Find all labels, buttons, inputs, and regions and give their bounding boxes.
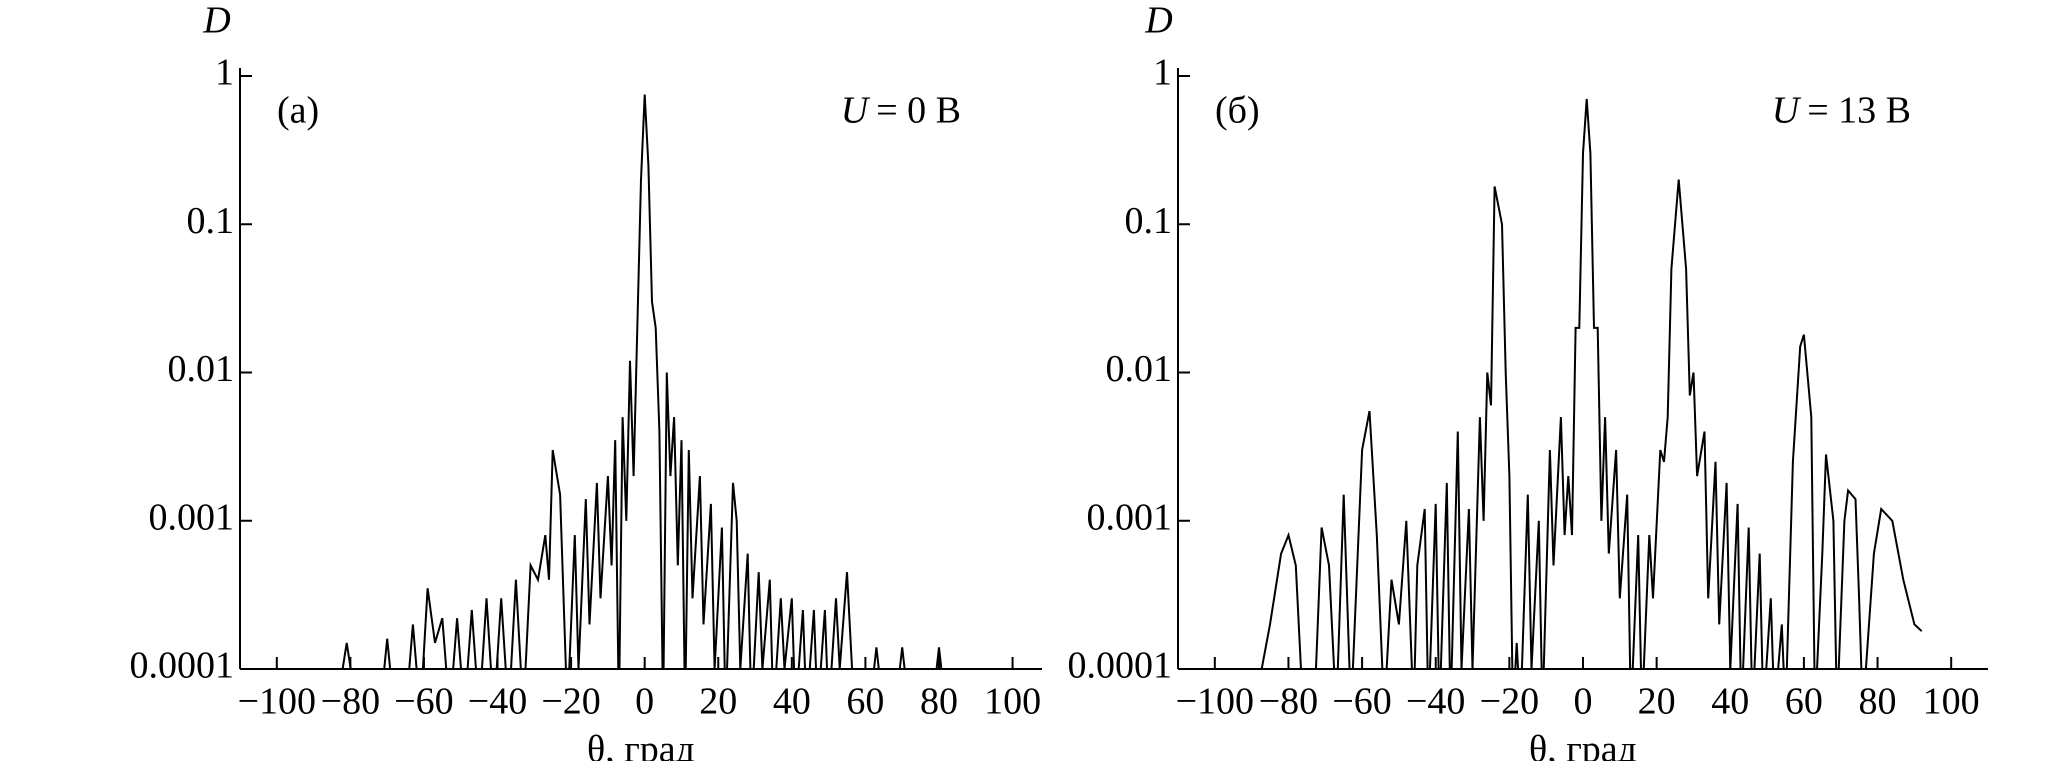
annotation-variable: U — [1772, 90, 1802, 132]
x-tick-label: 0 — [635, 681, 654, 723]
x-tick-label: 40 — [773, 681, 811, 723]
y-tick-label: 1 — [215, 52, 234, 94]
panel-label: (а) — [277, 90, 319, 132]
y-tick-label: 0.1 — [187, 200, 235, 242]
x-tick-label: 20 — [1638, 681, 1676, 723]
y-tick-label: 0.0001 — [130, 645, 235, 687]
y-tick-label: 1 — [1153, 52, 1172, 94]
x-tick-label: 40 — [1711, 681, 1749, 723]
data-line — [1260, 98, 1923, 669]
x-tick-label: 80 — [920, 681, 958, 723]
y-tick-label: 0.1 — [1125, 200, 1173, 242]
x-tick-label: −40 — [468, 681, 527, 723]
x-tick-label: 80 — [1859, 681, 1897, 723]
x-tick-label: 100 — [1923, 681, 1980, 723]
x-tick-label: −100 — [1176, 681, 1254, 723]
y-tick-label: 0.01 — [1106, 348, 1173, 390]
x-axis-title: θ, град — [587, 729, 695, 761]
x-tick-label: −80 — [321, 681, 380, 723]
x-tick-label: −40 — [1406, 681, 1465, 723]
annotation-value: = 0 В — [876, 90, 961, 132]
x-tick-label: −60 — [1332, 681, 1391, 723]
x-tick-label: −80 — [1259, 681, 1318, 723]
x-tick-label: 60 — [846, 681, 884, 723]
x-tick-label: 100 — [984, 681, 1041, 723]
y-tick-label: 0.001 — [1087, 496, 1173, 538]
x-tick-label: 20 — [699, 681, 737, 723]
x-axis-title: θ, град — [1529, 729, 1637, 761]
annotation-value: = 13 В — [1807, 90, 1911, 132]
annotation-variable: U — [841, 90, 871, 132]
y-tick-label: 0.01 — [168, 348, 235, 390]
x-tick-label: 60 — [1785, 681, 1823, 723]
panel-label: (б) — [1215, 90, 1260, 132]
x-tick-label: −100 — [238, 681, 316, 723]
y-tick-label: 0.0001 — [1068, 645, 1173, 687]
x-tick-label: 0 — [1574, 681, 1593, 723]
data-line — [341, 94, 943, 669]
y-axis-title: D — [1144, 0, 1172, 42]
y-tick-label: 0.001 — [149, 496, 235, 538]
x-tick-label: −60 — [394, 681, 453, 723]
x-tick-label: −20 — [1480, 681, 1539, 723]
y-axis-title: D — [202, 0, 230, 42]
x-tick-label: −20 — [541, 681, 600, 723]
